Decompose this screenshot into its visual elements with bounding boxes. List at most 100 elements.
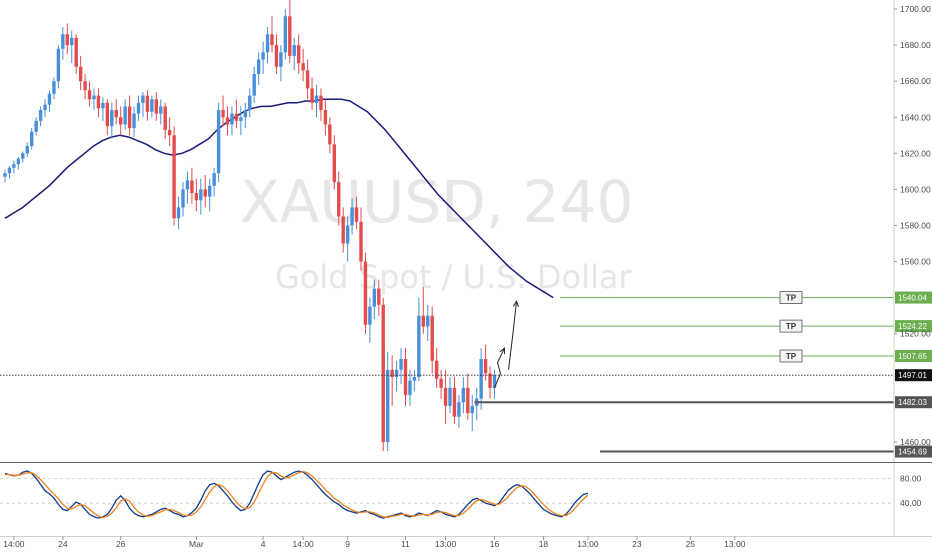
candle[interactable] — [146, 90, 149, 121]
candle[interactable] — [466, 373, 469, 420]
candle[interactable] — [417, 298, 420, 381]
candle[interactable] — [26, 143, 29, 157]
candle[interactable] — [479, 348, 482, 409]
price-level[interactable]: 1454.69 — [600, 446, 932, 458]
candle[interactable] — [261, 41, 264, 73]
candle[interactable] — [293, 38, 296, 70]
candle[interactable] — [404, 348, 407, 406]
candle[interactable] — [488, 366, 491, 398]
price-level[interactable]: 1482.03 — [475, 396, 932, 408]
candle[interactable] — [324, 99, 327, 135]
candle[interactable] — [257, 52, 260, 84]
candle[interactable] — [208, 179, 211, 211]
candle[interactable] — [399, 348, 402, 384]
candle[interactable] — [301, 49, 304, 81]
candle[interactable] — [288, 0, 291, 63]
candle[interactable] — [444, 370, 447, 424]
candle[interactable] — [453, 377, 456, 424]
candle[interactable] — [128, 96, 131, 136]
candle[interactable] — [471, 395, 474, 431]
candle[interactable] — [83, 74, 86, 99]
candle[interactable] — [70, 31, 73, 63]
candle[interactable] — [101, 97, 104, 120]
candle[interactable] — [204, 175, 207, 207]
candle[interactable] — [79, 56, 82, 90]
candle[interactable] — [266, 27, 269, 63]
candle[interactable] — [141, 92, 144, 117]
candle[interactable] — [270, 16, 273, 52]
candle[interactable] — [221, 96, 224, 127]
candle[interactable] — [279, 45, 282, 81]
candle[interactable] — [475, 388, 478, 420]
candle[interactable] — [217, 103, 220, 182]
candle[interactable] — [155, 92, 158, 121]
candle[interactable] — [92, 88, 95, 110]
candle[interactable] — [8, 166, 11, 179]
candle[interactable] — [66, 23, 69, 54]
candle[interactable] — [43, 99, 46, 117]
candle[interactable] — [275, 34, 278, 74]
candle[interactable] — [177, 197, 180, 229]
candle[interactable] — [3, 170, 6, 183]
candle[interactable] — [150, 96, 153, 118]
candle[interactable] — [235, 99, 238, 128]
candle[interactable] — [226, 106, 229, 135]
candle[interactable] — [110, 103, 113, 139]
candle[interactable] — [364, 253, 367, 334]
candle[interactable] — [426, 305, 429, 341]
candle[interactable] — [181, 182, 184, 216]
candle[interactable] — [52, 78, 55, 100]
candle[interactable] — [21, 152, 24, 163]
candle[interactable] — [75, 34, 78, 74]
candle[interactable] — [248, 88, 251, 117]
candle[interactable] — [310, 78, 313, 110]
candle[interactable] — [390, 355, 393, 406]
candle[interactable] — [159, 99, 162, 124]
candle[interactable] — [12, 161, 15, 174]
candle[interactable] — [48, 90, 51, 112]
candle[interactable] — [115, 99, 118, 124]
candle[interactable] — [431, 307, 434, 374]
candle[interactable] — [382, 298, 385, 451]
candle[interactable] — [57, 45, 60, 88]
candle[interactable] — [61, 27, 64, 59]
candle[interactable] — [328, 117, 331, 153]
candle[interactable] — [39, 106, 42, 126]
candle[interactable] — [106, 99, 109, 135]
candle[interactable] — [253, 67, 256, 103]
candle[interactable] — [212, 168, 215, 197]
candle[interactable] — [368, 298, 371, 343]
candle[interactable] — [319, 88, 322, 120]
candle[interactable] — [435, 348, 438, 388]
candle[interactable] — [30, 128, 33, 150]
candle[interactable] — [186, 171, 189, 203]
candle[interactable] — [297, 34, 300, 74]
candle[interactable] — [448, 377, 451, 413]
candle[interactable] — [413, 370, 416, 392]
candle[interactable] — [244, 103, 247, 128]
candle[interactable] — [164, 103, 167, 139]
candle[interactable] — [190, 168, 193, 204]
candle[interactable] — [132, 106, 135, 137]
candle[interactable] — [195, 179, 198, 211]
candle[interactable] — [333, 135, 336, 189]
candle[interactable] — [386, 352, 389, 451]
candle[interactable] — [34, 117, 37, 135]
candle[interactable] — [123, 99, 126, 130]
candle[interactable] — [306, 60, 309, 100]
candle[interactable] — [230, 106, 233, 135]
candle[interactable] — [239, 106, 242, 135]
candle[interactable] — [168, 117, 171, 146]
candle[interactable] — [284, 9, 287, 60]
candle[interactable] — [172, 126, 175, 225]
candle[interactable] — [137, 96, 140, 121]
candle[interactable] — [119, 106, 122, 135]
candle[interactable] — [462, 377, 465, 413]
candle[interactable] — [88, 81, 91, 106]
candle[interactable] — [457, 395, 460, 427]
candle[interactable] — [439, 370, 442, 399]
